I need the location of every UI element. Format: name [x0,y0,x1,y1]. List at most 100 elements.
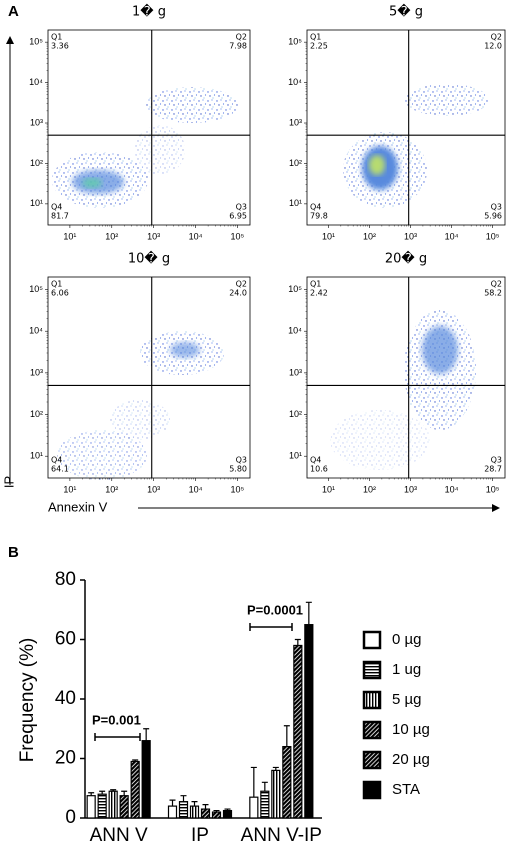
quadrant-name: Q1 [51,280,62,289]
x-tick-label: 10⁴ [445,484,459,494]
error-bar [261,781,268,792]
bar [222,809,233,819]
error-bar [213,809,220,813]
legend-swatch [362,660,382,680]
error-bar [202,804,209,810]
x-tick-label: 10⁵ [486,231,500,241]
x-tick-label: 10⁵ [231,484,245,494]
error-bar [169,799,176,807]
quadrant-value: 2.42 [310,289,328,298]
error-bar [88,792,95,796]
quadrant-value: 7.98 [229,42,247,51]
x-tick-label: 10¹ [63,231,76,241]
x-tick-label: 10³ [147,484,160,494]
quadrant-name: Q4 [51,203,62,212]
bar [130,760,140,819]
quadrant-value: 24.0 [229,289,247,298]
error-bar [191,801,198,807]
quadrant-name: Q4 [310,456,321,465]
annotation: P=0.001 [92,712,141,727]
quadrant-value: 2.25 [310,42,328,51]
bar [141,740,151,819]
bar [119,795,129,819]
error-bar [121,790,128,796]
error-bar [283,725,290,747]
bar [86,795,96,819]
legend-label: STA [392,781,420,798]
plot-title: 1� g [132,3,166,20]
shared-x-label: Annexin V [48,499,108,514]
quadrant-name: Q2 [236,280,247,289]
y-tick-label: 10¹ [289,451,302,461]
quadrant-value: 6.06 [51,289,69,298]
quadrant-name: Q4 [51,456,62,465]
y-tick-label: 10⁵ [288,37,302,47]
quadrant-value: 81.7 [51,212,69,221]
y-tick-label: 40 [55,688,76,709]
bar [200,808,211,819]
plot-title: 10� g [128,250,170,267]
quadrant-name: Q1 [310,280,321,289]
panel-label: A [8,3,19,20]
bar [97,793,107,819]
legend-swatch [362,750,382,770]
y-tick-label: 10² [289,409,302,419]
x-tick-label: 10¹ [63,484,76,494]
x-tick-label: 10¹ [322,231,335,241]
y-tick-label: 10³ [289,117,302,127]
y-tick-label: 10¹ [289,198,302,208]
plot-frame [47,276,251,479]
plot-frame [47,29,251,226]
y-tick-label: 10² [30,409,43,419]
y-tick-label: 10¹ [30,451,43,461]
x-tick-label: 10¹ [322,484,335,494]
quadrant-name: Q4 [310,203,321,212]
x-tick-label: 10³ [404,231,417,241]
bar [271,769,281,819]
bar [211,811,222,819]
significance-bracket [249,623,293,631]
plot-frame [306,276,506,479]
bar [108,790,118,819]
y-tick-label: 60 [55,629,76,650]
significance-bracket [94,733,141,741]
y-tick-label: 10² [30,158,43,168]
y-tick-label: 20 [55,748,76,769]
y-tick-label: 10³ [289,367,302,377]
bar [304,624,314,819]
error-bar [305,601,312,625]
y-tick-label: 10⁴ [288,326,302,336]
legend-swatch [362,720,382,740]
legend-label: 1 ug [392,661,421,678]
y-tick-label: 10⁵ [288,284,302,294]
legend-label: 20 µg [392,751,430,768]
bar [249,796,259,819]
quadrant-name: Q1 [310,33,321,42]
bar [178,801,189,819]
error-bar [294,638,301,646]
x-tick-label: 10⁴ [189,484,203,494]
quadrant-value: 10.6 [310,465,328,474]
x-tick-label: 10³ [147,231,160,241]
y-tick-label: 10³ [30,117,43,127]
legend-swatch [362,690,382,710]
x-tick-label: 10⁴ [189,231,203,241]
quadrant-value: 5.96 [484,212,502,221]
plot-title: 20� g [385,250,427,267]
quadrant-value: 58.2 [484,289,502,298]
y-tick-label: 10¹ [30,198,43,208]
x-tick-label: ANN V [90,825,148,846]
y-tick-label: 10⁵ [29,37,43,47]
x-tick-label: 10² [363,231,376,241]
legend-swatch [362,780,382,800]
quadrant-value: 79.8 [310,212,328,221]
bar [282,745,292,819]
legend-label: 0 µg [392,631,422,648]
error-bar [180,795,187,802]
quadrant-name: Q3 [236,456,247,465]
quadrant-value: 3.36 [51,42,69,51]
quadrant-name: Q3 [491,456,502,465]
error-bar [143,728,150,741]
quadrant-value: 64.1 [51,465,69,474]
bar [189,805,200,819]
